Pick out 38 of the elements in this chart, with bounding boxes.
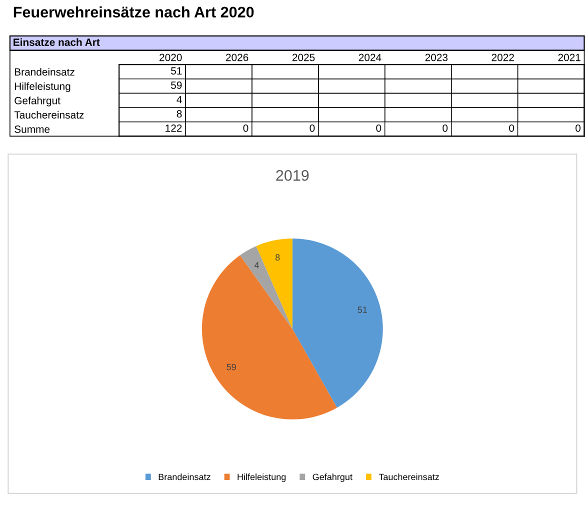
data-label: 59 [171,82,182,89]
chart-subtitle: Einsatze nach Art [14,38,100,46]
chart-title: 2019 [276,170,309,181]
y-tick-label: Summe [14,126,50,133]
x-tick-label: 2021 [558,54,580,62]
pie-slice [202,255,337,420]
chart-title: Feuerwehreinsätze nach Art 2020 [14,6,254,18]
data-label: 0 [509,124,514,132]
data-label: 0 [310,124,315,132]
pie-slice [240,246,292,329]
legend-label: Hilfeleistung [238,474,286,482]
x-tick-label: 2024 [358,54,382,62]
y-tick-label: Brandeinsatz [14,68,74,76]
data-label: 0 [243,124,248,132]
pie-slice [292,238,383,408]
data-label: 122 [166,124,182,132]
data-label: 0 [376,124,382,132]
legend-label: Gefahrgut [312,474,352,482]
x-tick-label: 2020 [160,54,182,62]
pie-slice [256,238,292,329]
data-label: 51 [171,67,182,75]
x-tick-label: 2025 [292,54,315,62]
data-label: 51 [358,306,367,313]
legend-label: Brandeinsatz [158,474,210,480]
x-tick-label: 2023 [425,54,448,62]
data-label: 8 [176,110,182,118]
data-label: 4 [176,96,182,104]
data-label: 0 [576,124,581,132]
x-tick-label: 2026 [226,54,248,62]
y-tick-label: Hilfeleistung [14,82,70,92]
y-tick-label: Gefahrgut [14,96,60,106]
data-label: 4 [254,262,260,268]
y-tick-label: Tauchereinsatz [14,110,84,119]
x-tick-label: 2022 [492,54,514,62]
data-label: 59 [226,364,236,370]
legend-label: Tauchereinsatz [378,474,439,480]
data-label: 0 [442,124,448,132]
data-label: 8 [275,254,280,261]
